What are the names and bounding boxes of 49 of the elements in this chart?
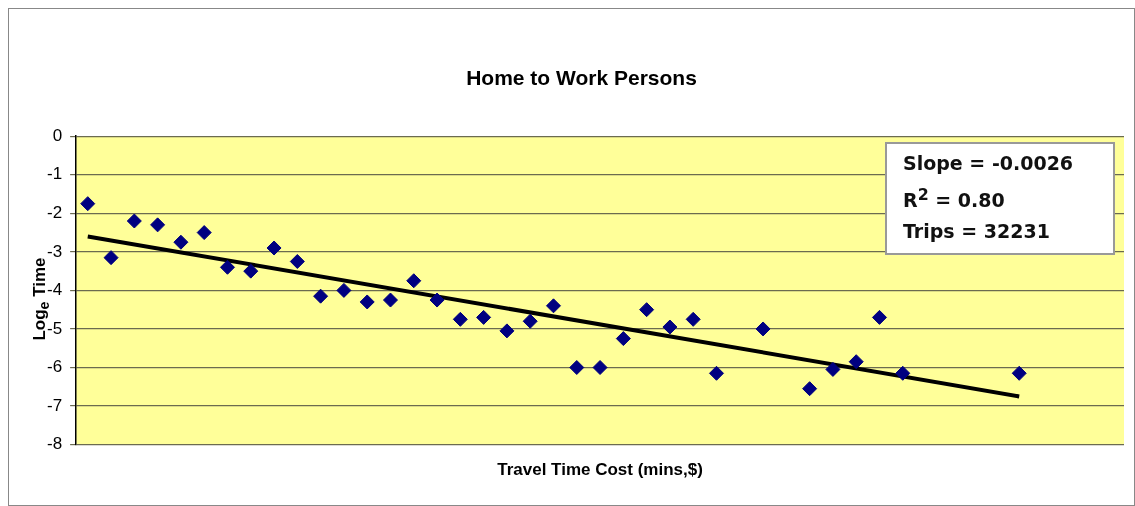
point (126, 213, 142, 229)
point (452, 311, 468, 327)
y-tick-label: -2 (46, 202, 63, 222)
point (196, 225, 212, 241)
point (662, 319, 678, 335)
y-tick-label: -4 (46, 280, 63, 300)
point (336, 282, 352, 298)
point (639, 302, 655, 318)
point (150, 217, 166, 233)
y-tick-label: -7 (46, 395, 63, 415)
point (429, 292, 445, 308)
point (848, 354, 864, 370)
y-tick-label: -5 (46, 318, 63, 338)
point (522, 313, 538, 329)
point (476, 309, 492, 325)
point (708, 365, 724, 381)
x-axis-title: Travel Time Cost (mins,$) (497, 460, 703, 480)
point (895, 365, 911, 381)
annotation: Trips = 32231 (903, 219, 1051, 245)
point (173, 234, 189, 250)
point (289, 253, 305, 269)
point (592, 360, 608, 375)
y-tick-label: -8 (46, 434, 63, 454)
point (825, 361, 841, 377)
point (313, 288, 329, 304)
annotation: Slope = -0.0026 (903, 151, 1074, 176)
point (219, 259, 235, 275)
point (871, 309, 887, 325)
point (243, 263, 259, 279)
y-tick-label: -1 (46, 164, 63, 184)
point (382, 292, 398, 308)
point (755, 321, 771, 337)
point (80, 196, 96, 212)
point (406, 273, 422, 289)
point (103, 250, 119, 266)
point (359, 294, 375, 310)
chart-title: Home to Work Persons (466, 66, 697, 90)
point (615, 331, 631, 347)
point (499, 323, 515, 339)
point (545, 298, 561, 314)
annotation: R$^{2}$ = 0.80 (903, 184, 1006, 214)
point (569, 360, 585, 375)
point (1011, 365, 1027, 381)
point (802, 381, 818, 397)
point (266, 240, 282, 256)
y-tick-label: 0 (52, 125, 63, 145)
y-tick-label: -6 (46, 357, 63, 377)
y-tick-label: -3 (46, 241, 63, 261)
point (685, 311, 701, 327)
